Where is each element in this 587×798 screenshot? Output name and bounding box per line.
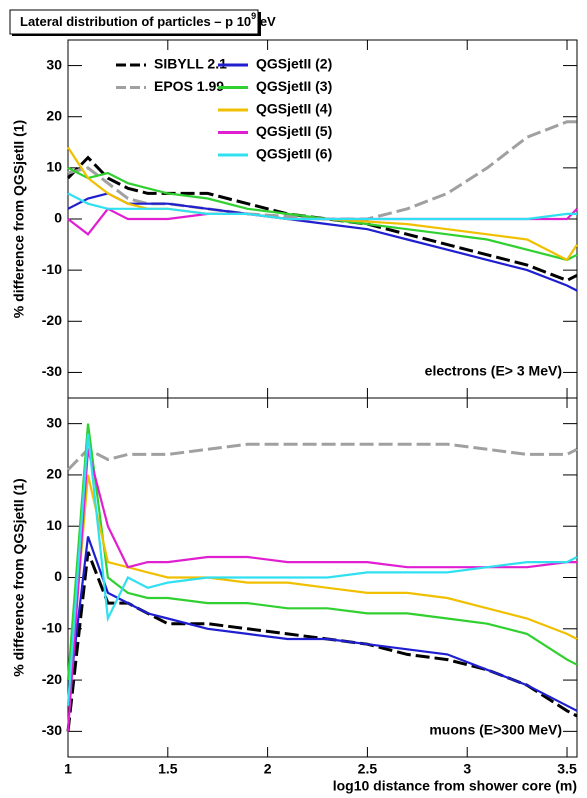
series-line [66, 536, 578, 712]
y-tick-label: -30 [42, 363, 62, 379]
title-shadow [12, 34, 261, 36]
x-tick-label: 3.5 [557, 761, 577, 777]
title-shadow [258, 12, 261, 36]
y-tick-label: 10 [46, 517, 62, 533]
series-line [66, 433, 578, 706]
y-tick-label: 0 [54, 568, 62, 584]
title-box [9, 9, 259, 35]
chart-title: Lateral distribution of particles – p 10… [20, 11, 276, 29]
annotation: electrons (E> 3 MeV) [425, 363, 562, 379]
annotation: muons (E>300 MeV) [429, 722, 562, 738]
y-tick-label: 0 [54, 210, 62, 226]
x-tick-label: 1 [64, 761, 72, 777]
x-axis-label: log10 distance from shower core (m) [333, 778, 577, 794]
x-tick-label: 2 [264, 761, 272, 777]
legend-label: QGSjetII (2) [256, 56, 332, 72]
series-line [66, 155, 578, 283]
series-line [67, 120, 577, 221]
title-exponent: 9 [251, 11, 256, 21]
y-tick-label: -20 [42, 671, 62, 687]
title-unit: eV [260, 14, 276, 29]
y-tick-label: 20 [46, 466, 62, 482]
series-line [66, 551, 578, 732]
y-tick-label: -20 [42, 312, 62, 328]
series-line [66, 423, 578, 681]
y-tick-label: 10 [46, 159, 62, 175]
y-tick-label: 30 [46, 414, 62, 430]
series-line [67, 192, 577, 221]
series-line [66, 474, 578, 706]
y-axis-label: % difference from QGSjetII (1) [11, 120, 27, 318]
series-line [67, 207, 578, 236]
series-line [66, 449, 577, 732]
x-tick-label: 2.5 [358, 761, 378, 777]
y-tick-label: 30 [46, 56, 62, 72]
y-tick-label: -10 [42, 619, 62, 635]
y-tick-label: -30 [42, 722, 62, 738]
legend-label: QGSjetII (6) [256, 146, 332, 162]
x-tick-label: 3 [463, 761, 471, 777]
legend-label: QGSjetII (4) [256, 101, 332, 117]
legend-label: QGSjetII (3) [256, 78, 332, 94]
legend-label: QGSjetII (5) [256, 123, 332, 139]
series-line [67, 166, 578, 262]
y-tick-label: -10 [42, 261, 62, 277]
series-line [66, 442, 578, 471]
x-tick-label: 1.5 [158, 761, 178, 777]
legend-label: EPOS 1.99 [154, 78, 224, 94]
y-tick-label: 20 [46, 107, 62, 123]
title-text: Lateral distribution of particles – p 10 [20, 14, 251, 29]
legend-label: SIBYLL 2.1 [154, 56, 227, 72]
y-axis-label: % difference from QGSjetII (1) [11, 478, 27, 676]
